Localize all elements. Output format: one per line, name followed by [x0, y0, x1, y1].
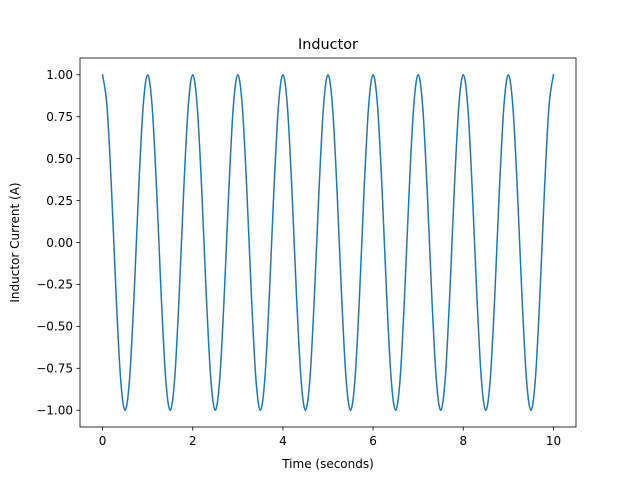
plot-frame — [79, 57, 577, 428]
y-tick-label: −1.00 — [36, 404, 73, 418]
x-tick-label: 10 — [546, 434, 561, 448]
y-tick-label: 0.75 — [46, 110, 73, 124]
x-axis-label: Time (seconds) — [281, 457, 374, 471]
x-tick-label: 6 — [369, 434, 377, 448]
x-tick-label: 2 — [189, 434, 197, 448]
x-axis-ticks: 0 2 4 6 8 10 — [99, 427, 561, 448]
y-tick-label: −0.75 — [36, 362, 73, 376]
y-axis-ticks: −1.00 −0.75 −0.50 −0.25 0.00 0.25 0.50 0.75 1.00 — [36, 68, 80, 418]
y-tick-label: −0.50 — [36, 320, 73, 334]
y-tick-label: 0.25 — [46, 194, 73, 208]
y-tick-label: 1.00 — [46, 68, 73, 82]
x-tick-label: 4 — [279, 434, 287, 448]
x-tick-label: 0 — [99, 434, 107, 448]
y-tick-label: 0.00 — [46, 236, 73, 250]
x-tick-label: 8 — [459, 434, 467, 448]
y-axis-label: Inductor Current (A) — [8, 182, 22, 302]
y-tick-label: 0.50 — [46, 152, 73, 166]
y-tick-label: −0.25 — [36, 278, 73, 292]
series-line — [101, 73, 555, 411]
chart-title: Inductor — [298, 37, 358, 53]
